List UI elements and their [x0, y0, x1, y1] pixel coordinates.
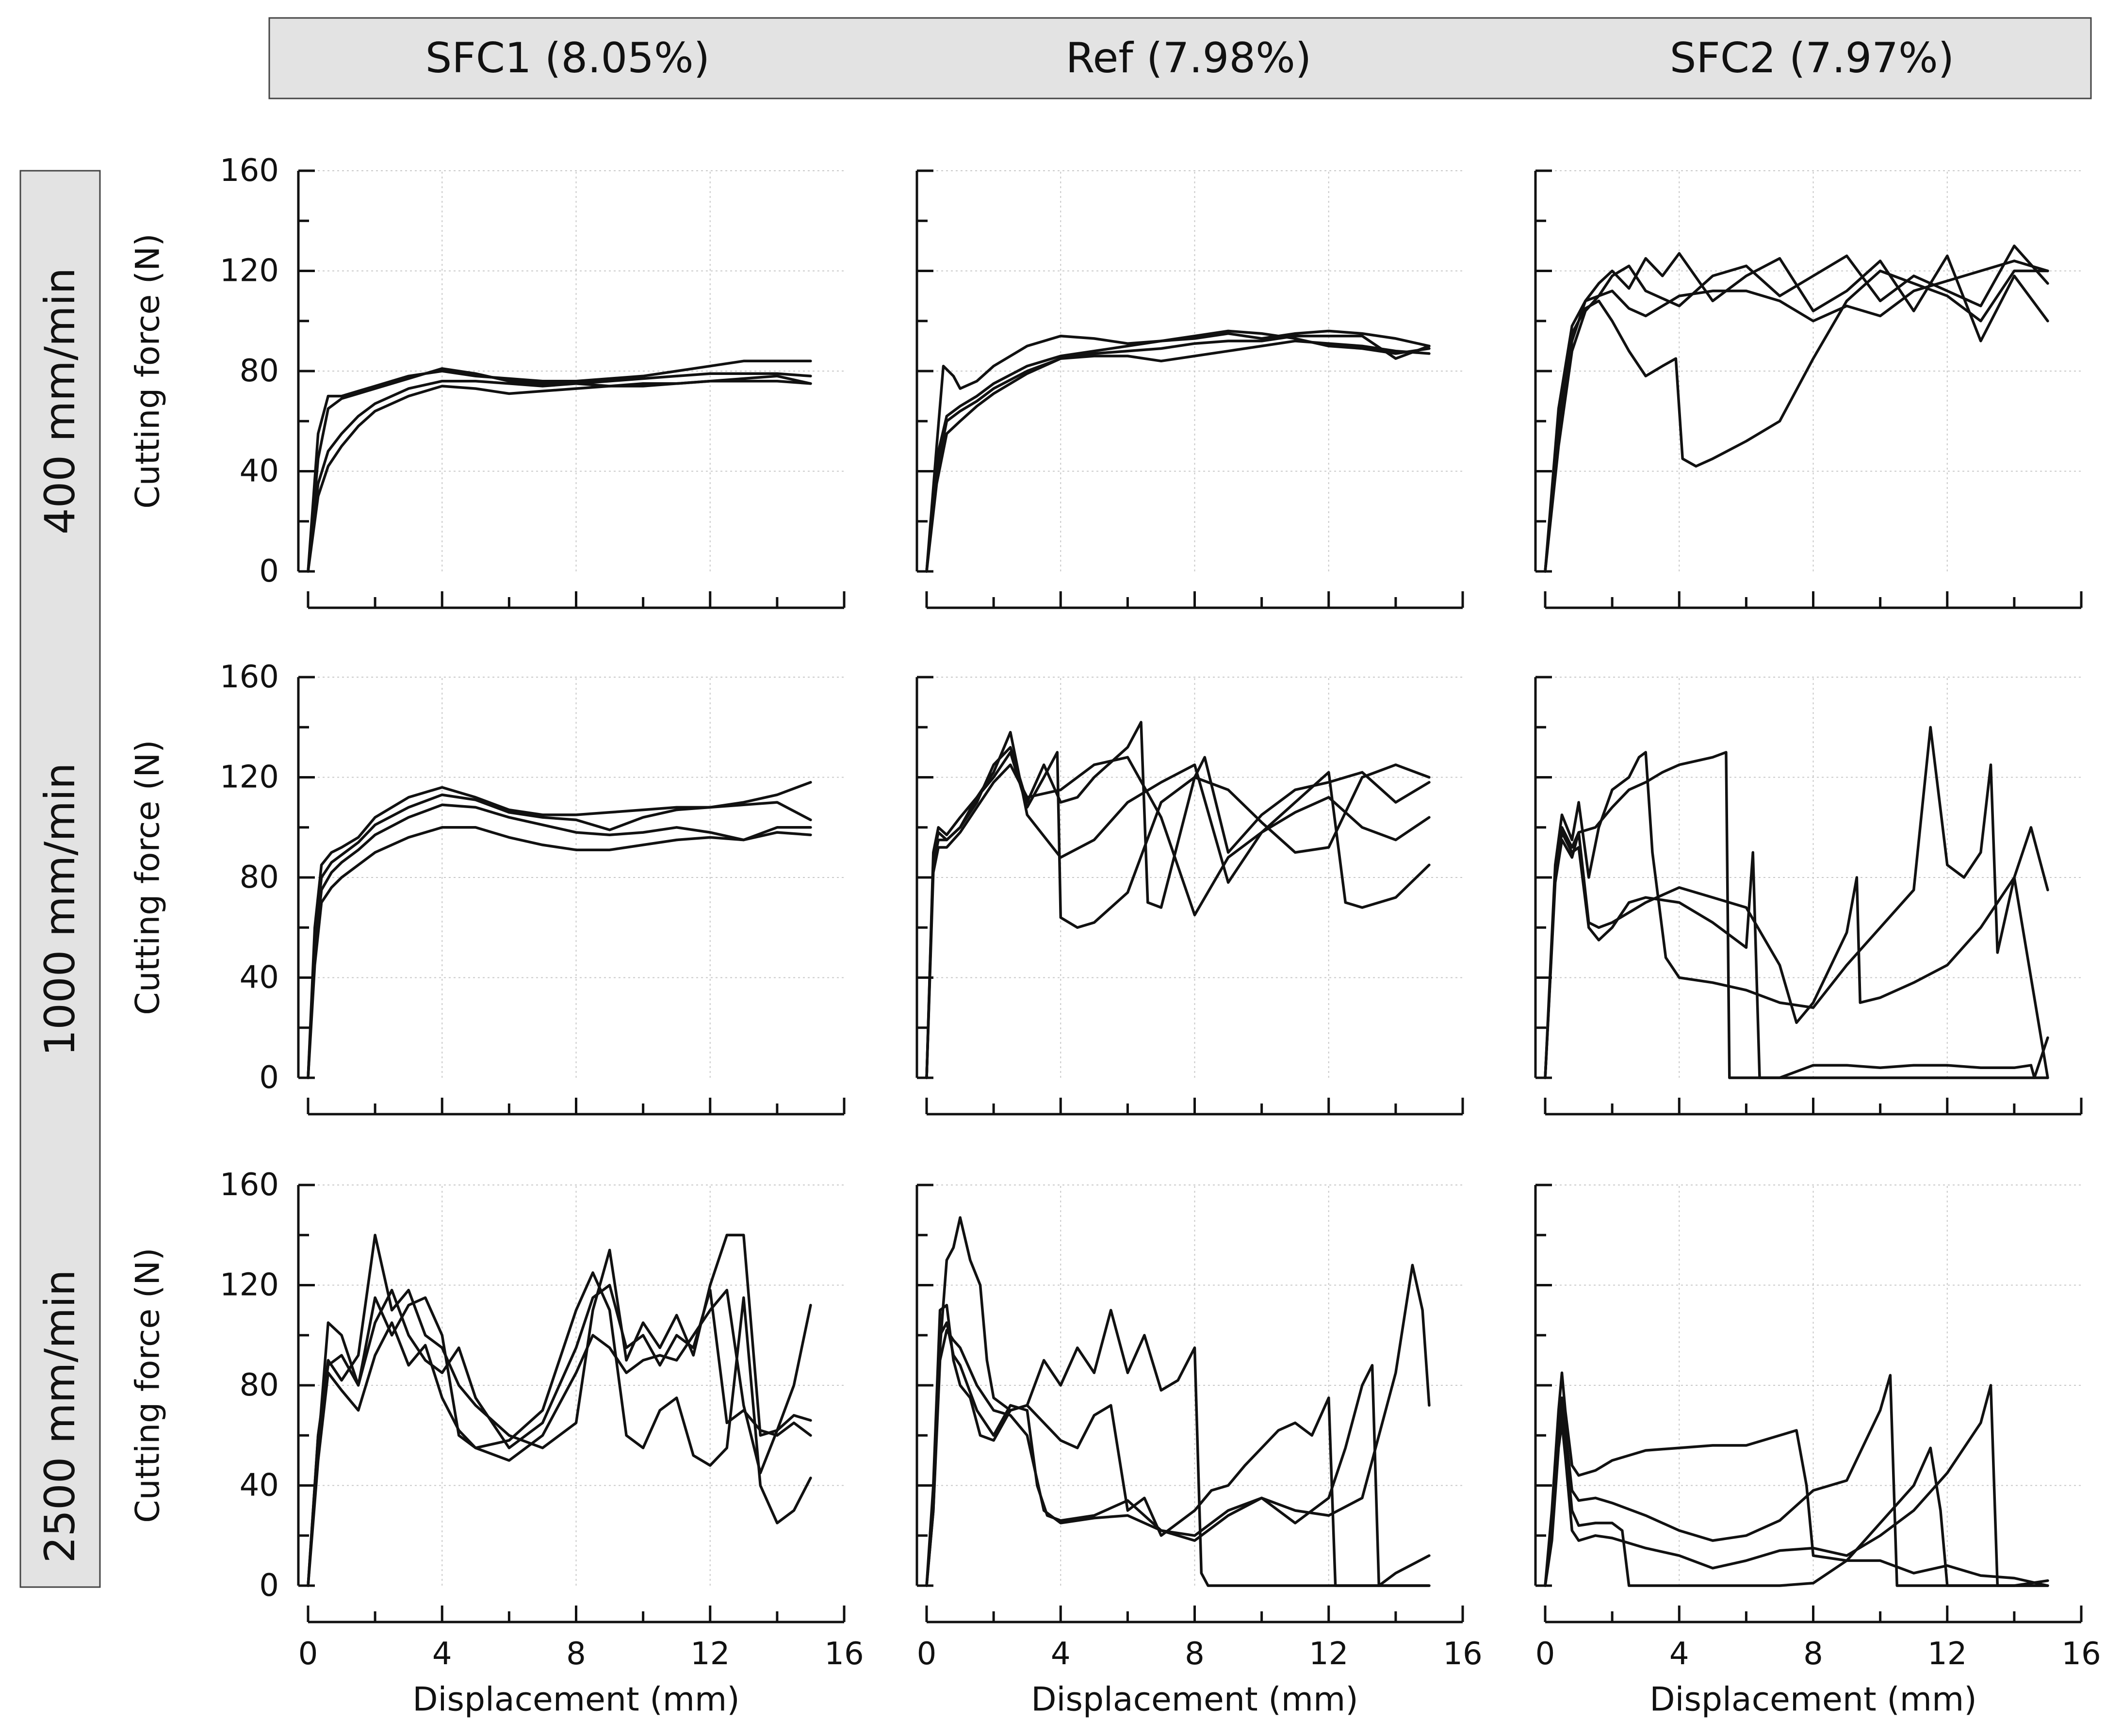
y-tick-label: 40 — [240, 454, 279, 489]
x-tick-label: 12 — [1927, 1636, 1967, 1672]
series-line-3 — [925, 334, 1431, 573]
y-tick-label: 80 — [240, 860, 279, 895]
series-line-4 — [307, 1289, 812, 1587]
y-axis-title: Cutting force (N) — [129, 1248, 167, 1523]
series-line-3 — [307, 372, 812, 573]
panel-r2-c2 — [915, 676, 1464, 1116]
series-line-4 — [1544, 1384, 2049, 1587]
series-line-2 — [925, 721, 1431, 1079]
panel-r3-c1: 0 40 80 120 160 Cutting force (N) 0 4 8 12 16 Displ… — [129, 1167, 864, 1719]
panel-r3-c3: 0 4 8 12 16 Displacement (mm) — [1534, 1184, 2101, 1719]
panel-r2-c3 — [1534, 676, 2083, 1116]
x-tick-label: 4 — [1669, 1636, 1689, 1672]
y-tick-label: 40 — [240, 960, 279, 996]
series-line-2 — [1544, 1374, 2049, 1587]
x-axis-title: Displacement (mm) — [1649, 1681, 1977, 1719]
series-line-1 — [925, 751, 1431, 1079]
row-header-1000: 1000 mm/min — [36, 763, 84, 1056]
series-line-1 — [925, 329, 1431, 573]
series-line-2 — [307, 1271, 812, 1587]
x-tick-label: 12 — [1309, 1636, 1348, 1672]
x-tick-label: 0 — [917, 1636, 937, 1672]
x-tick-label: 0 — [1535, 1636, 1555, 1672]
series-line-3 — [925, 730, 1431, 1079]
series-line-3 — [1544, 1409, 2049, 1587]
y-axis-title: Cutting force (N) — [129, 740, 167, 1015]
x-tick-label: 0 — [298, 1636, 318, 1672]
series-line-3 — [925, 1321, 1431, 1587]
series-line-4 — [307, 826, 812, 1079]
y-tick-label: 0 — [259, 553, 279, 589]
column-header-box — [268, 17, 2092, 99]
series-line-1 — [1544, 1371, 2049, 1587]
row-header-band: 400 mm/min 1000 mm/min 2500 mm/min — [19, 170, 101, 1588]
series-line-1 — [307, 1233, 812, 1587]
row-header-400: 400 mm/min — [36, 268, 84, 535]
y-tick-label: 160 — [220, 153, 279, 189]
series-line-4 — [307, 379, 812, 573]
series-line-1 — [307, 781, 812, 1079]
series-line-1 — [1544, 269, 2049, 573]
series-line-1 — [925, 1216, 1431, 1587]
column-header-band: SFC1 (8.05%) Ref (7.98%) SFC2 (7.97%) — [268, 17, 2092, 99]
y-tick-label: 0 — [259, 1568, 279, 1604]
series-line-3 — [307, 1283, 812, 1587]
panel-r1-c3 — [1534, 169, 2083, 609]
column-header-ref: Ref (7.98%) — [1066, 34, 1312, 82]
series-line-4 — [1544, 260, 2049, 573]
series-line-2 — [1544, 252, 2049, 573]
y-axis-title: Cutting force (N) — [129, 233, 167, 508]
series-line-3 — [307, 803, 812, 1079]
panel-r1-c2 — [915, 169, 1464, 609]
x-tick-label: 4 — [432, 1636, 452, 1672]
panel-r1-c1: 0 40 80 120 160 Cutting force (N) — [129, 153, 846, 609]
y-tick-label: 120 — [220, 253, 279, 289]
series-line-3 — [1544, 831, 2049, 1079]
x-tick-label: 8 — [1803, 1636, 1823, 1672]
row-header-2500: 2500 mm/min — [36, 1270, 84, 1563]
panel-r3-c2: 0 4 8 12 16 Displacement (mm) — [915, 1184, 1483, 1719]
series-line-2 — [925, 329, 1431, 573]
series-line-2 — [307, 793, 812, 1079]
x-tick-label: 4 — [1051, 1636, 1071, 1672]
row-header-box — [19, 170, 101, 1588]
series-line-4 — [1544, 831, 2049, 1079]
column-header-sfc2: SFC2 (7.97%) — [1670, 34, 1954, 82]
y-tick-label: 120 — [220, 1267, 279, 1303]
series-line-4 — [925, 340, 1431, 573]
x-tick-label: 16 — [824, 1636, 864, 1672]
x-tick-label: 16 — [1443, 1636, 1482, 1672]
y-tick-label: 160 — [220, 1167, 279, 1203]
x-axis-title: Displacement (mm) — [1031, 1681, 1358, 1719]
y-tick-label: 80 — [240, 353, 279, 389]
y-tick-label: 0 — [259, 1060, 279, 1096]
x-axis-title: Displacement (mm) — [412, 1681, 740, 1719]
series-line-2 — [925, 1304, 1431, 1587]
series-line-3 — [1544, 244, 2049, 573]
column-header-sfc1: SFC1 (8.05%) — [425, 34, 710, 82]
x-tick-label: 8 — [1185, 1636, 1205, 1672]
series-line-1 — [1544, 726, 2049, 1079]
x-tick-label: 12 — [690, 1636, 730, 1672]
panel-r2-c1: 0 40 80 120 160 Cutting force (N) — [129, 659, 846, 1116]
y-tick-label: 80 — [240, 1367, 279, 1403]
x-tick-label: 16 — [2061, 1636, 2101, 1672]
y-tick-label: 40 — [240, 1468, 279, 1504]
y-tick-label: 120 — [220, 760, 279, 795]
series-line-4 — [925, 756, 1431, 1079]
series-line-1 — [307, 359, 812, 573]
series-line-4 — [925, 1264, 1431, 1587]
y-tick-label: 160 — [220, 659, 279, 695]
x-tick-label: 8 — [566, 1636, 586, 1672]
